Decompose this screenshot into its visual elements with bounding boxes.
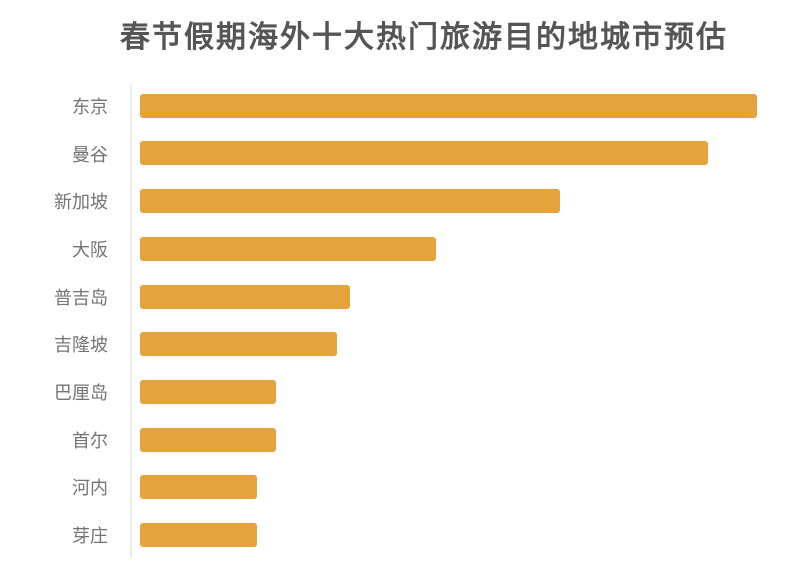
bar: [140, 284, 350, 309]
bar: [140, 475, 257, 500]
chart-row: 曼谷: [0, 130, 800, 178]
bar: [140, 236, 436, 261]
chart-row: 河内: [0, 464, 800, 512]
chart-row: 普吉岛: [0, 273, 800, 321]
chart-row: 芽庄: [0, 511, 800, 559]
category-label: 曼谷: [72, 144, 108, 165]
bar: [140, 522, 257, 547]
chart-row: 首尔: [0, 416, 800, 464]
category-label: 芽庄: [72, 526, 108, 547]
category-label: 首尔: [72, 430, 108, 451]
category-label: 东京: [72, 96, 108, 117]
category-label: 普吉岛: [54, 287, 108, 308]
bar: [140, 141, 708, 166]
chart-row: 大阪: [0, 225, 800, 273]
chart-row: 新加坡: [0, 177, 800, 225]
bar-chart: 东京曼谷新加坡大阪普吉岛吉隆坡巴厘岛首尔河内芽庄: [0, 82, 800, 560]
bar: [140, 189, 560, 214]
chart-row: 东京: [0, 82, 800, 130]
bar: [140, 332, 337, 357]
category-label: 新加坡: [54, 192, 108, 213]
y-axis-line: [130, 84, 132, 558]
category-label: 吉隆坡: [54, 335, 108, 356]
chart-rows: 东京曼谷新加坡大阪普吉岛吉隆坡巴厘岛首尔河内芽庄: [0, 82, 800, 559]
bar: [140, 427, 276, 452]
category-label: 河内: [72, 478, 108, 499]
chart-title: 春节假期海外十大热门旅游目的地城市预估: [120, 21, 728, 54]
category-label: 大阪: [72, 239, 108, 260]
chart-row: 吉隆坡: [0, 320, 800, 368]
bar: [140, 379, 276, 404]
bar: [140, 93, 757, 118]
category-label: 巴厘岛: [54, 382, 108, 403]
chart-row: 巴厘岛: [0, 368, 800, 416]
